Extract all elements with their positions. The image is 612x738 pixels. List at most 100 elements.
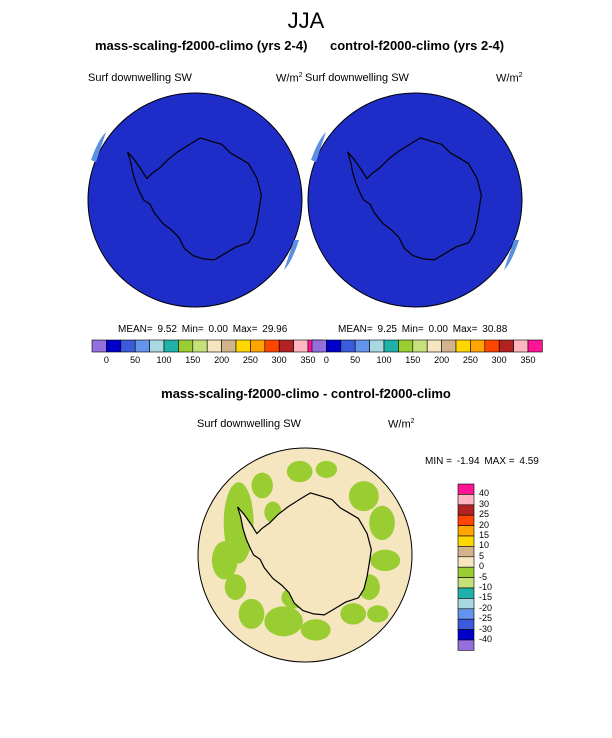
- colorbar-diff-box: [457, 504, 475, 516]
- colorbar-right-box: [326, 339, 342, 353]
- colorbar-diff-box: [457, 556, 475, 568]
- anomaly-patch: [370, 549, 401, 572]
- anomaly-patch: [300, 619, 331, 641]
- mean-label-right: MEAN=: [338, 324, 373, 335]
- map-circle-right-edge-east: [504, 240, 519, 270]
- colorbar-diff-tick-label: 0: [479, 561, 485, 572]
- colorbar-right-tick-label: 100: [376, 355, 392, 365]
- coastline-diff: [237, 492, 372, 616]
- colorbar-left-box: [206, 339, 222, 353]
- diff-panel-title: mass-scaling-f2000-climo - control-f2000…: [161, 386, 451, 401]
- colorbar-right-box: [426, 339, 442, 353]
- coastline-right: [347, 137, 482, 261]
- unit-label-left: W/m2: [276, 72, 303, 85]
- anomaly-patch: [264, 606, 303, 637]
- colorbar-diff-tick-label: -10: [479, 582, 493, 592]
- colorbar-diff-box: [457, 566, 475, 578]
- min-value-left: 0.00: [208, 324, 228, 335]
- colorbar-right-tick-label: 300: [491, 355, 507, 365]
- min-label-right: Min=: [401, 324, 424, 335]
- anomaly-patch: [211, 541, 238, 580]
- anomaly-patch: [367, 605, 389, 623]
- colorbar-diff-box: [457, 608, 475, 620]
- colorbar-diff-box: [457, 494, 475, 506]
- colorbar-right-box: [484, 339, 500, 353]
- stats-left: MEAN= 9.52 Min= 0.00 Max= 29.96: [116, 324, 287, 335]
- coastline-left: [127, 137, 262, 261]
- colorbar-left-box: [221, 339, 237, 353]
- mean-value-right: 9.25: [377, 324, 397, 335]
- colorbar-diff-box: [457, 587, 475, 599]
- colorbar-left-box: [293, 339, 309, 353]
- colorbar-diff-tick-label: 10: [479, 540, 490, 551]
- min-value-diff: -1.94: [456, 456, 480, 467]
- min-label-left: Min=: [181, 324, 204, 335]
- colorbar-left-box: [250, 339, 266, 353]
- colorbar-left-box: [264, 339, 280, 353]
- colorbar-right-tick-label: 50: [350, 355, 361, 365]
- colorbar-right-tick-label: 350: [520, 355, 536, 365]
- colorbar-left-box: [278, 339, 294, 353]
- colorbar-right-box: [369, 339, 385, 353]
- stats-diff: MIN = -1.94 MAX = 4.59: [423, 456, 539, 467]
- colorbar-right-box: [340, 339, 356, 353]
- colorbar-left-box: [163, 339, 179, 353]
- max-value-diff: 4.59: [519, 456, 539, 467]
- colorbar-left-box: [192, 339, 208, 353]
- variable-label-left: Surf downwelling SW: [88, 72, 192, 84]
- colorbar-left-tick-label: 50: [130, 355, 141, 365]
- colorbar-right-box: [455, 339, 471, 353]
- colorbar-right-tick-label: 150: [405, 355, 421, 365]
- anomaly-patch: [251, 472, 273, 499]
- colorbar-left-tick-label: 150: [185, 355, 201, 365]
- diff-map-outline: [197, 447, 413, 663]
- max-label-diff: MAX =: [484, 456, 515, 467]
- colorbar-diff-tick-label: -25: [479, 613, 493, 624]
- colorbar-left-tick-label: 250: [242, 355, 258, 365]
- colorbar-diff-box: [457, 525, 475, 537]
- colorbar-diff-tick-label: -15: [479, 592, 493, 603]
- figure-title: JJA: [287, 8, 325, 33]
- colorbar-left-box: [235, 339, 251, 353]
- colorbar-right-box: [354, 339, 370, 353]
- colorbar-left-box: [106, 339, 122, 353]
- stats-right: MEAN= 9.25 Min= 0.00 Max= 30.88: [336, 324, 507, 335]
- min-label-diff: MIN =: [425, 456, 452, 467]
- colorbar-diff-box: [457, 629, 475, 641]
- colorbar-left-box: [91, 339, 107, 353]
- map-circle-right: [307, 92, 523, 308]
- colorbar-diff-tick-label: 15: [479, 530, 490, 540]
- max-value-left: 29.96: [262, 324, 288, 335]
- colorbar-diff-tick-label: -30: [479, 623, 493, 634]
- colorbar-left-tick-label: 100: [156, 355, 172, 365]
- colorbar-right-box: [470, 339, 486, 353]
- max-label-right: Max=: [452, 324, 478, 335]
- mean-value-left: 9.52: [157, 324, 177, 335]
- colorbar-diff-box: [457, 546, 475, 558]
- colorbar-diff-box: [457, 483, 475, 495]
- colorbar-right-tick-label: 200: [434, 355, 450, 365]
- map-circle-left: [87, 92, 303, 308]
- panel-title-right: control-f2000-climo (yrs 2-4): [330, 38, 505, 53]
- colorbar-diff-box: [457, 618, 475, 630]
- colorbar-diff-tick-label: 30: [479, 498, 490, 509]
- mean-label-left: MEAN=: [118, 324, 153, 335]
- anomaly-patch: [315, 460, 338, 478]
- max-label-left: Max=: [232, 324, 258, 335]
- anomaly-patch: [369, 505, 395, 541]
- colorbar-left-box: [149, 339, 165, 353]
- colorbar-left-box: [178, 339, 194, 353]
- panel-title-left: mass-scaling-f2000-climo (yrs 2-4): [95, 38, 308, 53]
- colorbar-right-tick-label: 250: [462, 355, 478, 365]
- colorbar-diff-box: [457, 598, 475, 610]
- colorbar-diff-tick-label: 5: [479, 550, 485, 561]
- colorbar-right-box: [441, 339, 457, 353]
- unit-label-diff: W/m2: [388, 418, 415, 431]
- colorbar-right-box: [311, 339, 327, 353]
- colorbar-left-tick-label: 300: [271, 355, 287, 365]
- colorbar-diff-tick-label: -5: [479, 571, 488, 582]
- min-value-right: 0.00: [428, 324, 448, 335]
- colorbar-right-box: [383, 339, 399, 353]
- colorbar-left-tick-label: 0: [103, 355, 109, 365]
